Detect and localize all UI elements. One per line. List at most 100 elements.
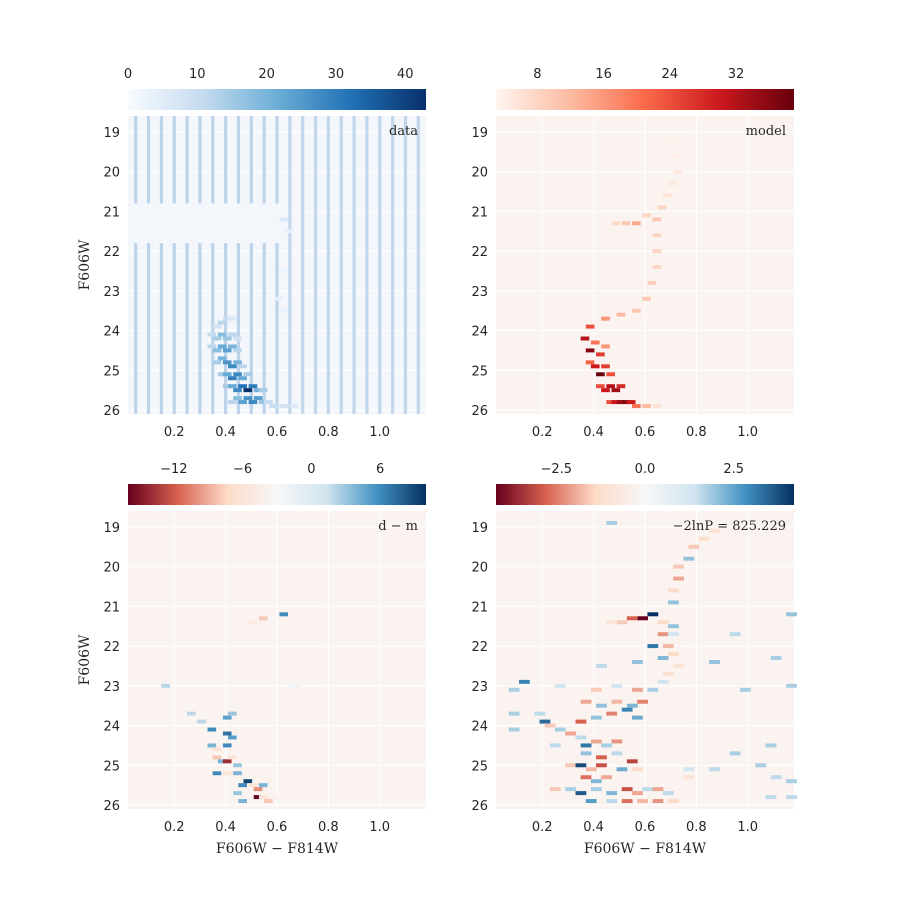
panel-label: d − m [378,519,418,534]
data-stripe [159,116,163,414]
heat-cell [222,715,232,720]
heat-cell [585,360,595,365]
heat-cell [243,779,253,784]
heat-cell [544,723,556,728]
heat-cell [611,751,623,756]
heat-cell [238,376,247,381]
heat-cell [207,743,217,748]
heat-cell [590,787,602,792]
y-tick-label: 19 [471,126,488,141]
heat-cell [667,181,677,186]
data-stripe [224,116,228,414]
panel-label: −2lnP = 825.229 [673,519,786,534]
heat-cell [616,384,626,389]
heat-cell [222,336,232,341]
panel-residual: 0.2 0.4 0.6 0.8 1.0 19 20 21 22 23 24 25 26 d − m F606… [77,462,426,857]
heat-cell [657,205,667,210]
heat-cell [207,727,217,732]
y-tick-label: 23 [103,680,120,695]
heat-cell [652,787,664,792]
heat-cell [248,400,258,405]
x-tick-label: 1.0 [369,820,390,835]
heat-cell [279,268,289,273]
heat-cell [616,312,626,317]
y-tick-label: 26 [103,404,120,419]
heat-cell [662,193,672,198]
heat-cell [729,632,741,637]
heat-cell [667,600,679,605]
data-stripe [391,116,395,414]
heat-cell [575,791,587,796]
heat-cell [217,344,227,349]
heat-cell [222,743,232,748]
heat-cell [233,763,242,768]
y-tick-label: 26 [103,799,120,814]
data-stripe [249,116,253,414]
heat-cell [228,316,237,321]
heat-cell [786,779,797,784]
heat-cell [258,783,268,788]
data-stripe [301,116,305,414]
colorbar [128,89,426,110]
heat-cell [217,767,227,772]
heat-cell [233,372,242,377]
x-tick-label: 0.2 [532,425,553,440]
heat-cell [197,719,206,724]
heat-cell [642,787,654,792]
x-axis-label: F606W − F814W [584,841,707,857]
x-tick-label: 1.0 [369,425,390,440]
data-stripe [365,116,369,414]
heat-cell [632,404,641,409]
heat-cell [709,660,720,664]
heat-cell [786,612,797,617]
heat-cell [606,711,618,716]
heat-cell [770,656,782,660]
heat-cell [233,360,242,365]
heat-cell [709,767,720,772]
heat-cell [652,249,662,254]
heat-cell [258,795,268,800]
y-tick-label: 25 [103,364,120,379]
heat-cell [637,699,648,704]
heat-cell [279,612,289,617]
colorbar-tick-label: 20 [258,67,275,82]
y-axis-label: F606W [77,239,93,290]
colorbar-tick-label: 0.0 [635,462,656,477]
heat-cell [269,404,278,409]
heat-cell [228,332,237,337]
heat-cell [601,775,612,780]
y-tick-label: 25 [103,759,120,774]
heat-cell [233,791,242,796]
heat-cell [755,763,767,768]
heat-cell [637,799,648,804]
heat-cell [222,771,232,776]
data-stripe [288,116,292,414]
data-stripe [326,116,330,414]
heat-cell [222,360,232,365]
x-tick-label: 1.0 [737,425,758,440]
heat-cell [253,396,263,401]
heat-cell [590,715,602,720]
data-stripe [275,116,279,414]
heat-cell [621,707,633,712]
heat-cell [652,233,662,238]
heat-cell [585,324,595,329]
colorbar-tick-label: 6 [376,462,384,477]
heat-cell [590,364,600,369]
heat-cell [590,687,602,692]
heat-cell [222,384,232,389]
heat-cell [786,683,797,688]
x-tick-label: 0.4 [215,820,236,835]
heat-cell [508,711,520,716]
colorbar [496,89,794,110]
x-tick-label: 0.6 [267,820,288,835]
heat-cell [662,671,674,676]
colorbar-tick-label: 30 [328,67,345,82]
heat-cell [667,588,679,593]
heat-cell [217,332,227,337]
data-stripe [236,116,241,414]
heat-cell [212,348,222,353]
heat-cell [683,775,695,780]
heat-cell [228,344,237,349]
